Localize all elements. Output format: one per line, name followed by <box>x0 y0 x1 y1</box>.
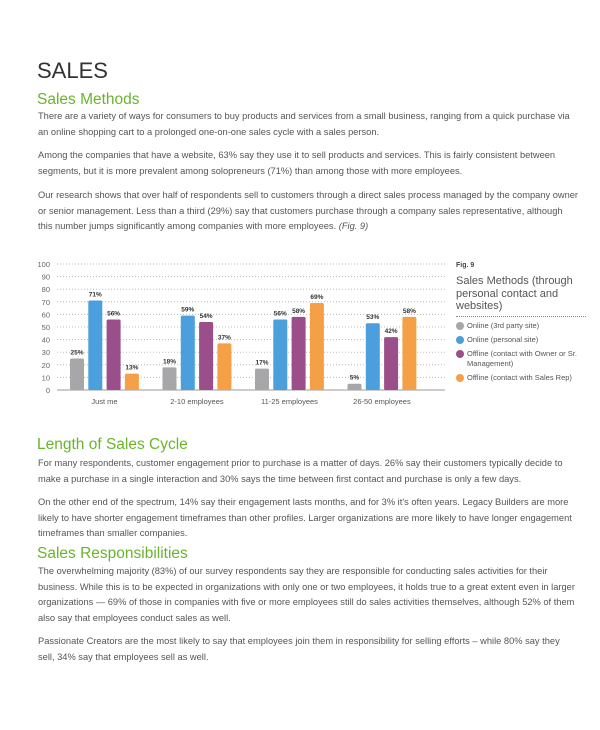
y-tick-label: 90 <box>42 273 50 282</box>
bar <box>162 367 177 390</box>
bar <box>402 316 417 390</box>
legend-item: Offline (contact with Owner or Sr. Manag… <box>456 349 586 369</box>
data-label: 71% <box>89 292 102 299</box>
data-label: 17% <box>255 360 268 367</box>
data-label: 59% <box>181 307 194 314</box>
y-tick-label: 30 <box>42 348 50 357</box>
bar <box>291 316 306 390</box>
legend-item: Online (personal site) <box>456 335 586 345</box>
x-tick-label: 2-10 employees <box>170 397 224 406</box>
paragraph: For many respondents, customer engagemen… <box>38 458 563 484</box>
data-label: 56% <box>274 310 287 317</box>
bar <box>217 343 232 390</box>
paragraph: The overwhelming majority (83%) of our s… <box>38 566 575 623</box>
legend-swatch <box>456 349 464 358</box>
data-label: 18% <box>163 358 176 365</box>
y-tick-label: 70 <box>42 298 50 307</box>
paragraph: Among the companies that have a website,… <box>38 150 556 176</box>
x-tick-label: Just me <box>91 397 117 406</box>
paragraph: Passionate Creators are the most likely … <box>38 636 560 662</box>
bar <box>365 323 380 390</box>
legend-label: Offline (contact with Owner or Sr. Manag… <box>467 348 577 368</box>
bar <box>180 315 195 390</box>
data-label: 25% <box>70 350 83 357</box>
bar <box>255 368 269 390</box>
legend-swatch <box>456 373 464 382</box>
bar <box>199 321 214 390</box>
data-label: 53% <box>366 314 379 321</box>
x-tick-label: 26-50 employees <box>353 397 411 406</box>
legend: Fig. 9 Sales Methods (through personal c… <box>456 262 586 383</box>
y-tick-label: 50 <box>42 323 50 332</box>
legend-label: Online (personal site) <box>467 334 539 344</box>
legend-swatch <box>456 335 464 344</box>
legend-swatch <box>456 321 464 330</box>
heading-sales-methods: Sales Methods <box>37 91 140 108</box>
paragraph: On the other end of the spectrum, 14% sa… <box>38 497 572 538</box>
data-label: 37% <box>218 334 231 341</box>
bar <box>124 373 139 390</box>
data-label: 42% <box>385 328 398 335</box>
data-label: 5% <box>350 375 360 382</box>
data-label: 69% <box>310 294 323 301</box>
legend-item: Offline (contact with Sales Rep) <box>456 373 586 383</box>
y-tick-label: 40 <box>42 336 50 345</box>
fig-reference: (Fig. 9) <box>338 221 369 231</box>
bar <box>273 319 288 390</box>
page-title: SALES <box>37 58 108 83</box>
bar <box>106 319 121 390</box>
y-tick-label: 100 <box>37 260 50 269</box>
legend-label: Online (3rd party site) <box>467 320 540 330</box>
chart-title: Sales Methods (through personal contact … <box>456 275 586 317</box>
y-tick-label: 60 <box>42 310 50 319</box>
heading-length-of-sales-cycle: Length of Sales Cycle <box>37 436 188 453</box>
bar <box>88 300 103 390</box>
paragraph: There are a variety of ways for consumer… <box>38 111 570 137</box>
bar <box>70 358 84 390</box>
data-label: 56% <box>107 310 120 317</box>
legend-label: Offline (contact with Sales Rep) <box>467 372 572 382</box>
heading-sales-responsibilities: Sales Responsibilities <box>37 545 188 562</box>
bar <box>347 383 362 390</box>
bar <box>309 303 324 390</box>
bar <box>384 337 399 390</box>
data-label: 58% <box>292 308 305 315</box>
y-tick-label: 80 <box>42 285 50 294</box>
y-tick-label: 20 <box>42 361 50 370</box>
data-label: 13% <box>125 365 138 372</box>
bar-chart: 0 10 20 30 40 50 60 70 80 90 100 25% 71% 56% 13% Just m… <box>37 260 445 406</box>
fig-label: Fig. 9 <box>456 262 475 269</box>
data-label: 54% <box>200 313 213 320</box>
paragraph-text: Our research shows that over half of res… <box>38 190 579 231</box>
x-tick-label: 11-25 employees <box>261 397 318 406</box>
paragraph: Our research shows that over half of res… <box>38 188 578 235</box>
data-label: 58% <box>403 308 416 315</box>
y-tick-label: 0 <box>46 386 50 395</box>
legend-item: Online (3rd party site) <box>456 321 586 331</box>
y-tick-label: 10 <box>42 373 50 382</box>
